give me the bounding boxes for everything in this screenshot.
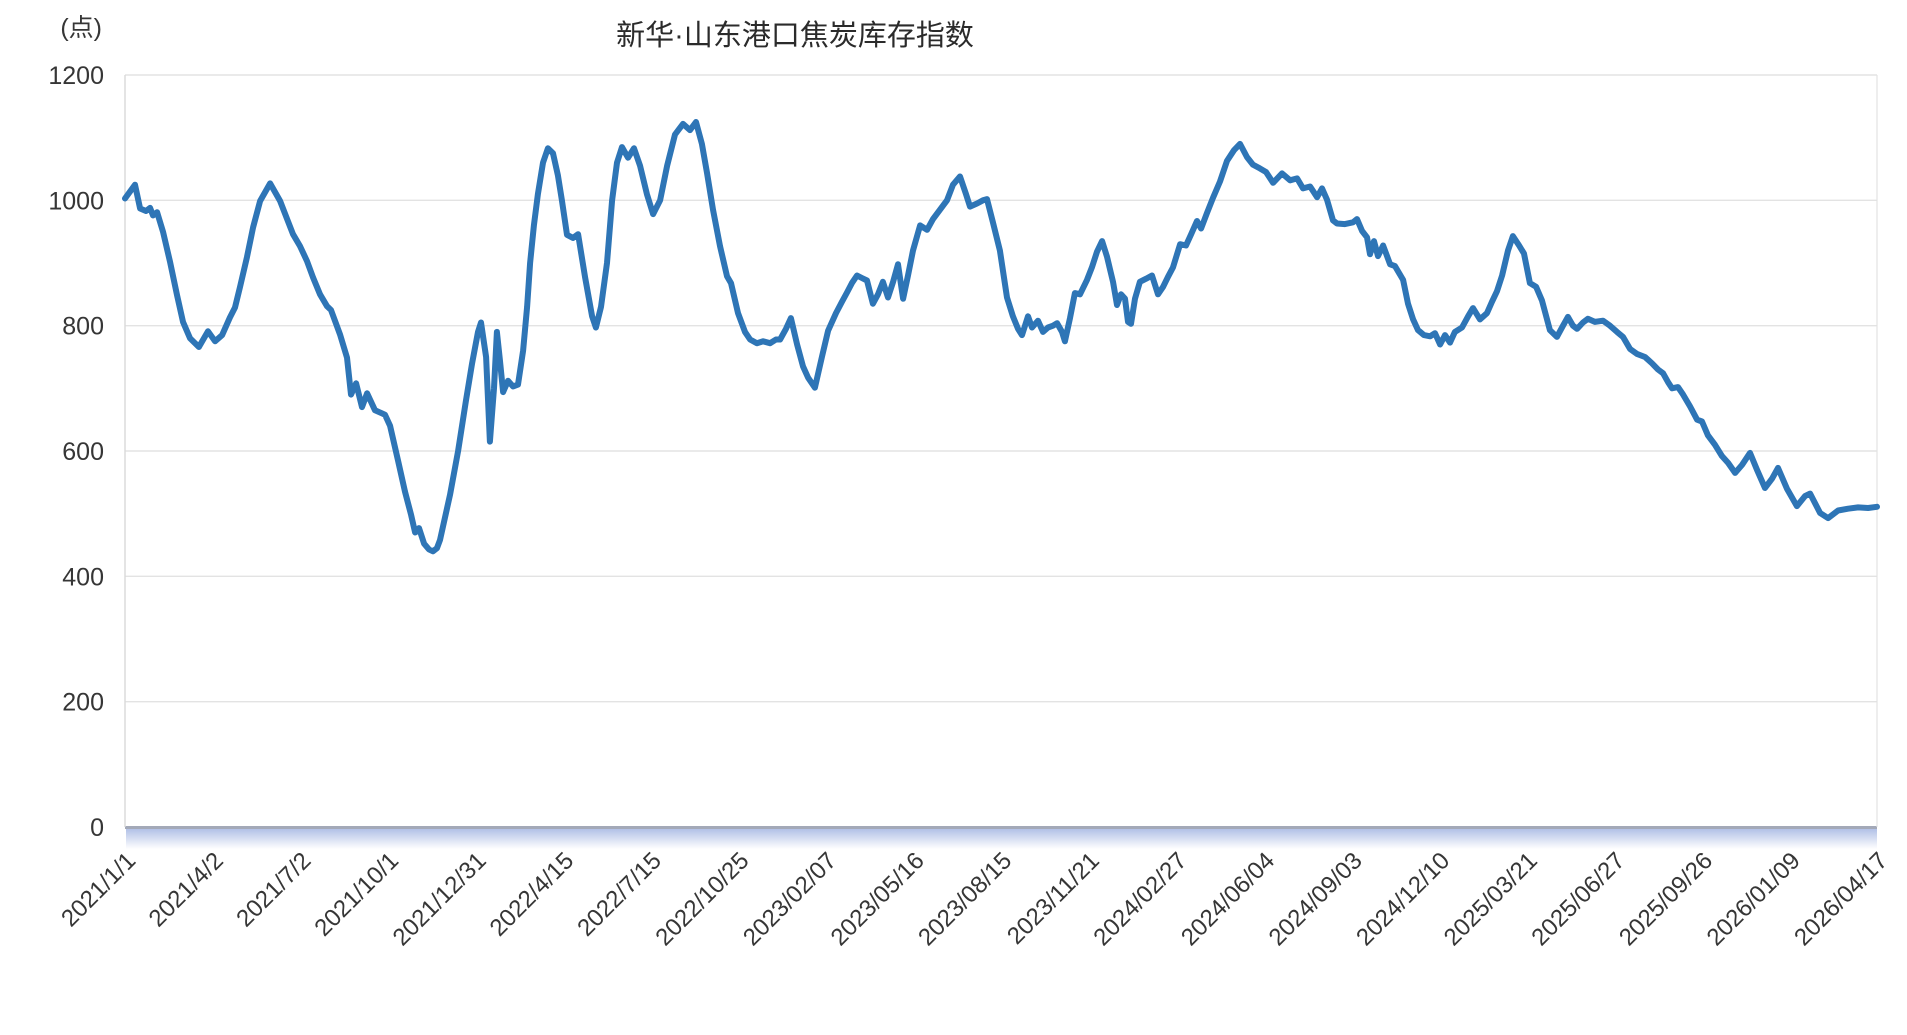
y-tick-label: 800 <box>62 313 104 341</box>
y-tick-label: 0 <box>90 814 104 842</box>
x-tick-label: 2026/01/09 <box>1702 847 1806 951</box>
y-axis-unit-label: (点) <box>60 14 102 42</box>
x-tick-label: 2021/7/2 <box>231 847 316 932</box>
x-tick-label: 2024/02/27 <box>1088 847 1192 951</box>
x-tick-label: 2025/03/21 <box>1439 847 1543 951</box>
x-tick-label: 2022/4/15 <box>485 847 580 942</box>
y-tick-label: 1200 <box>48 62 104 90</box>
y-tick-label: 1000 <box>48 187 104 215</box>
x-tick-label: 2026/04/17 <box>1789 847 1893 951</box>
x-tick-label: 2021/1/1 <box>56 847 141 932</box>
x-tick-label: 2024/12/10 <box>1351 847 1455 951</box>
x-tick-label: 2021/10/1 <box>309 847 404 942</box>
x-axis-glow <box>126 829 1877 849</box>
x-tick-label: 2021/4/2 <box>144 847 229 932</box>
x-tick-label: 2023/02/07 <box>738 847 842 951</box>
x-tick-label: 2024/09/03 <box>1264 847 1368 951</box>
x-tick-label: 2022/10/25 <box>650 847 754 951</box>
x-tick-label: 2021/12/31 <box>388 847 492 951</box>
x-tick-label: 2023/05/16 <box>826 847 930 951</box>
series-line <box>122 119 1880 555</box>
x-tick-label: 2023/08/15 <box>913 847 1017 951</box>
x-tick-label: 2024/06/04 <box>1176 847 1280 951</box>
x-tick-label: 2025/09/26 <box>1614 847 1718 951</box>
y-tick-label: 200 <box>62 689 104 717</box>
x-axis-baseline <box>125 826 1877 829</box>
chart-title: 新华·山东港口焦炭库存指数 <box>616 20 974 52</box>
y-tick-label: 600 <box>62 438 104 466</box>
y-tick-label: 400 <box>62 563 104 591</box>
x-tick-label: 2025/06/27 <box>1526 847 1630 951</box>
x-tick-label: 2022/7/15 <box>572 847 667 942</box>
